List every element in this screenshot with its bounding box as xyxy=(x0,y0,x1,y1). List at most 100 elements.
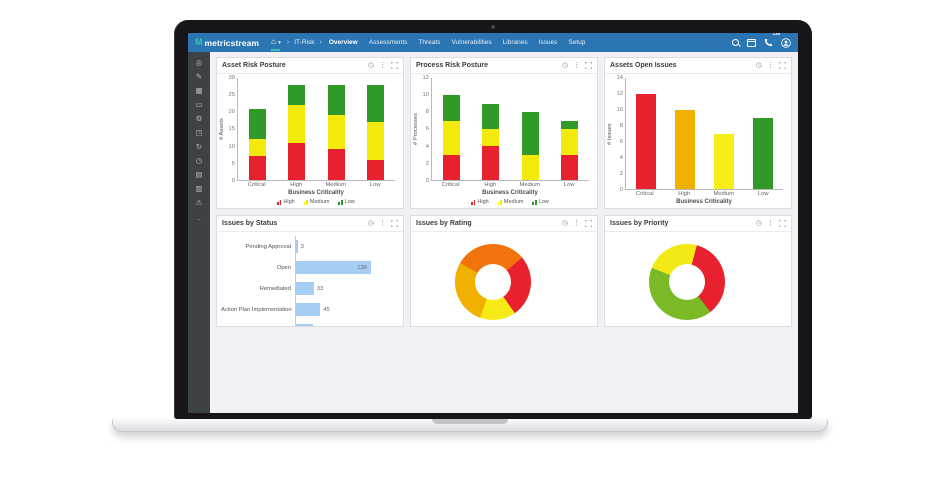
app-body: ◎ ✎ ▦ ▭ ⚙ ◳ ↻ ◷ ▤ ▥ ⚠ ‒ Asset Risk Posture ◷ ⋮ xyxy=(188,52,798,413)
issues-by-rating-chart xyxy=(411,232,597,326)
legend-bar-icon xyxy=(303,199,308,205)
kebab-menu-icon[interactable]: ⋮ xyxy=(379,62,386,69)
legend-item-low: Low xyxy=(338,199,355,205)
gauge-icon[interactable]: ◎ xyxy=(195,58,203,67)
legend-item-low: Low xyxy=(532,199,549,205)
x-axis-tick: Low xyxy=(563,182,575,188)
history-icon[interactable]: ◷ xyxy=(561,220,568,227)
card-assets-open-issues: Assets Open Issues ◷ ⋮ # Issues 14 12 10 8 6… xyxy=(604,57,792,209)
history-icon[interactable]: ◷ xyxy=(755,220,762,227)
bar-segment-high xyxy=(288,142,306,180)
status-label: Open xyxy=(276,264,291,271)
edit-icon[interactable]: ✎ xyxy=(195,72,203,81)
x-axis-tick: Medium xyxy=(713,191,735,197)
x-axis-tick: Critical xyxy=(635,191,654,197)
tab-overview[interactable]: Overview xyxy=(328,39,358,46)
expand-icon[interactable] xyxy=(779,62,786,69)
history-icon[interactable]: ◷ xyxy=(755,62,762,69)
expand-icon[interactable] xyxy=(585,62,592,69)
x-axis-label: Business Criticality xyxy=(676,199,732,205)
legend-bar-icon xyxy=(338,199,343,205)
image-icon[interactable]: ▦ xyxy=(195,86,203,95)
chevron-down-icon: ▼ xyxy=(276,40,282,46)
vertical-bar-chart: # Processes 12 10 8 6 4 2 0 Critical High Medium… xyxy=(411,74,597,208)
bar-segment-high xyxy=(482,146,500,180)
legend-bar-icon xyxy=(497,199,502,205)
bar-segment-medium xyxy=(327,115,345,150)
warning-icon[interactable]: ⚠ xyxy=(195,198,203,207)
bar-segment-low xyxy=(482,103,500,130)
breadcrumb: ⌂ ▼ › IT-Risk › xyxy=(271,38,322,51)
legend-bar-icon xyxy=(277,199,282,205)
tab-vulnerabilities[interactable]: Vulnerabilities xyxy=(451,39,492,46)
issues-by-status-chart: Pending Approval 3 Open 139 Remediated xyxy=(217,232,403,326)
gear-icon[interactable]: ⚙ xyxy=(195,114,203,123)
laptop-screen: M metricstream ⌂ ▼ › IT-Risk › Overview A… xyxy=(188,33,798,413)
clock-icon[interactable]: ◷ xyxy=(195,156,203,165)
laptop-notch xyxy=(432,419,508,424)
legend-item-medium: Medium xyxy=(303,199,329,205)
left-sidebar: ◎ ✎ ▦ ▭ ⚙ ◳ ↻ ◷ ▤ ▥ ⚠ ‒ xyxy=(188,52,210,413)
kebab-menu-icon[interactable]: ⋮ xyxy=(573,220,580,227)
expand-icon[interactable] xyxy=(391,220,398,227)
history-icon[interactable]: ◷ xyxy=(367,62,374,69)
plot-area xyxy=(625,78,783,190)
x-axis-tick: High xyxy=(484,182,497,188)
bar-slot xyxy=(626,78,665,189)
layers-icon[interactable]: ▤ xyxy=(195,170,203,179)
status-row: Action Plan Implementation 45 xyxy=(221,299,393,320)
history-icon[interactable]: ◷ xyxy=(367,220,374,227)
bar-slot xyxy=(277,78,316,180)
search-icon[interactable] xyxy=(732,39,739,46)
status-label: Pending Approval xyxy=(245,243,291,250)
kebab-menu-icon[interactable]: ⋮ xyxy=(573,62,580,69)
avatar-button[interactable] xyxy=(781,37,791,48)
metricstream-logo-icon: M xyxy=(195,37,203,47)
y-axis-label: # Issues xyxy=(607,123,613,145)
chart-icon[interactable]: ▥ xyxy=(195,184,203,193)
kebab-menu-icon[interactable]: ⋮ xyxy=(767,220,774,227)
horizontal-bar-chart: Pending Approval 3 Open 139 Remediated xyxy=(217,232,403,326)
assets-open-issues-chart: # Issues 14 12 10 8 6 4 2 0 Critical High Medium L… xyxy=(605,74,791,208)
notification-badge: 136 xyxy=(772,33,780,36)
history-icon[interactable]: ◷ xyxy=(561,62,568,69)
tab-assessments[interactable]: Assessments xyxy=(368,39,408,46)
bar-value: 139 xyxy=(357,264,367,271)
phone-button[interactable]: 136 xyxy=(764,33,780,52)
bar-slot xyxy=(550,78,589,180)
tab-setup[interactable]: Setup xyxy=(568,39,586,46)
x-axis-tick: High xyxy=(290,182,303,188)
expand-icon[interactable] xyxy=(585,220,592,227)
sync-icon[interactable]: ↻ xyxy=(195,142,203,151)
brand-logo[interactable]: M metricstream xyxy=(195,38,259,48)
y-axis-label: # Processes xyxy=(413,113,419,146)
kebab-menu-icon[interactable]: ⋮ xyxy=(379,220,386,227)
tab-issues[interactable]: Issues xyxy=(538,39,558,46)
expand-icon[interactable] xyxy=(779,220,786,227)
bar-slot xyxy=(471,78,510,180)
tab-libraries[interactable]: Libraries xyxy=(502,39,528,46)
x-axis-tick: Low xyxy=(757,191,769,197)
breadcrumb-separator: › xyxy=(319,39,322,46)
laptop-bezel: M metricstream ⌂ ▼ › IT-Risk › Overview A… xyxy=(174,20,812,419)
card-issues-by-priority: Issues by Priority ◷ ⋮ xyxy=(604,215,792,327)
calendar-icon[interactable] xyxy=(747,38,756,47)
tab-threats[interactable]: Threats xyxy=(418,39,441,46)
home-menu-button[interactable]: ⌂ ▼ xyxy=(271,38,282,51)
bar-value: 3 xyxy=(300,243,304,250)
laptop-base xyxy=(112,419,828,432)
bar xyxy=(714,133,735,189)
asset-risk-posture-chart: # Assets 30 25 20 15 10 5 0 Critical High Medium… xyxy=(217,74,403,208)
expand-icon[interactable] xyxy=(391,62,398,69)
chart-legend: High Medium Low xyxy=(431,199,589,205)
breadcrumb-section[interactable]: IT-Risk xyxy=(294,39,315,46)
bar-track: 3 xyxy=(295,236,393,257)
x-axis-tick: Critical xyxy=(441,182,460,188)
widgets-icon[interactable]: ◳ xyxy=(195,128,203,137)
bar-segment-medium xyxy=(521,154,539,180)
monitor-icon[interactable]: ▭ xyxy=(195,100,203,109)
nav-tabs: Overview Assessments Threats Vulnerabilitie… xyxy=(329,39,586,46)
kebab-menu-icon[interactable]: ⋮ xyxy=(767,62,774,69)
bar-segment-medium xyxy=(560,129,578,155)
